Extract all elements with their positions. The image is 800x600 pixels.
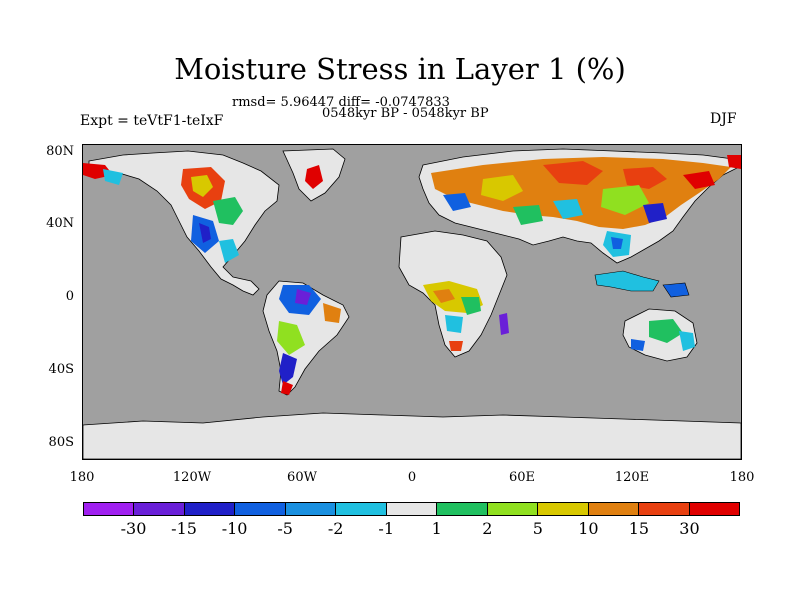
colorbar-tick-label: -30 <box>120 519 147 538</box>
lat-tick-label: 40N <box>46 216 74 231</box>
colorbar-tick-label: 30 <box>679 519 700 538</box>
lon-tick-label: 60E <box>508 470 536 485</box>
antarctica <box>83 412 741 459</box>
colorbar-tick-label: 1 <box>431 519 442 538</box>
colorbar-tick-label: -5 <box>277 519 293 538</box>
experiment-label: Expt = teVtF1-teIxF <box>80 113 224 129</box>
colorbar-swatch <box>84 503 135 515</box>
lon-tick-label: 0 <box>407 470 417 485</box>
colorbar-swatch <box>538 503 589 515</box>
lat-tick-label: 80N <box>46 144 74 159</box>
lat-tick-label: 0 <box>65 289 74 304</box>
lon-tick-label: 180 <box>69 470 95 485</box>
colorbar-tick-label: -1 <box>378 519 395 538</box>
colorbar-tick-label: -10 <box>221 519 248 538</box>
colorbar-swatch <box>386 503 438 515</box>
lon-tick-label: 120E <box>614 470 650 485</box>
colorbar-tick-label: 5 <box>532 519 543 538</box>
colorbar-swatch <box>588 503 640 515</box>
colorbar <box>83 502 740 516</box>
colorbar-swatch <box>235 503 286 515</box>
north-america <box>88 150 280 296</box>
colorbar-swatch <box>336 503 387 515</box>
colorbar-tick-label: 2 <box>482 519 493 538</box>
season-label: DJF <box>710 111 737 127</box>
world-map <box>82 144 742 460</box>
colorbar-tick-label: 15 <box>628 519 650 538</box>
map-canvas <box>83 145 741 459</box>
time-period: 0548kyr BP - 0548kyr BP <box>322 106 489 121</box>
chart-title: Moisture Stress in Layer 1 (%) <box>174 52 626 86</box>
lon-tick-label: 60W <box>287 470 317 485</box>
colorbar-swatch <box>487 503 539 515</box>
colorbar-tick-label: -2 <box>327 519 344 538</box>
colorbar-swatch <box>639 503 690 515</box>
colorbar-swatch <box>689 503 740 515</box>
colorbar-swatch <box>134 503 185 515</box>
colorbar-swatch <box>285 503 337 515</box>
lat-tick-label: 80S <box>48 435 74 450</box>
lon-tick-label: 120W <box>172 470 212 485</box>
lat-tick-label: 40S <box>48 362 74 377</box>
colorbar-swatch <box>437 503 488 515</box>
colorbar-tick-label: -15 <box>171 519 197 538</box>
rmsd-diff-stats: rmsd= 5.96447 diff= -0.0747833 <box>232 95 450 110</box>
colorbar-swatch <box>184 503 236 515</box>
lon-tick-label: 180 <box>729 470 755 485</box>
colorbar-tick-label: 10 <box>578 519 599 538</box>
